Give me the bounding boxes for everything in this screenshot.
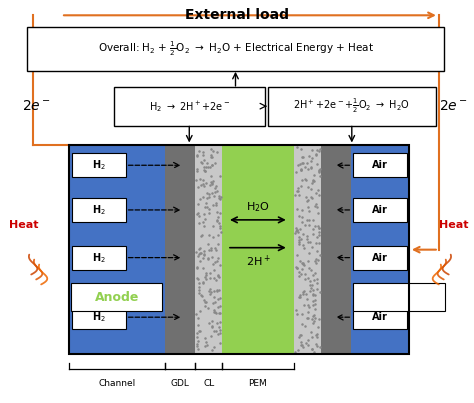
Bar <box>69 145 409 354</box>
Text: Heat: Heat <box>9 220 38 230</box>
FancyBboxPatch shape <box>72 305 126 329</box>
Text: H$_2$O: H$_2$O <box>246 200 270 214</box>
FancyBboxPatch shape <box>72 246 126 270</box>
Bar <box>165 145 195 354</box>
Text: PEM: PEM <box>248 379 267 388</box>
Text: H$_2$: H$_2$ <box>92 203 106 217</box>
Text: Air: Air <box>372 160 388 170</box>
Text: Air: Air <box>372 253 388 263</box>
Text: H$_2$: H$_2$ <box>92 251 106 264</box>
Text: Anode: Anode <box>94 291 139 304</box>
Text: $2e^-$: $2e^-$ <box>22 99 51 113</box>
FancyBboxPatch shape <box>72 198 126 222</box>
Text: $2e^-$: $2e^-$ <box>439 99 468 113</box>
Bar <box>195 145 222 354</box>
FancyBboxPatch shape <box>353 305 407 329</box>
Bar <box>321 145 351 354</box>
Text: Air: Air <box>372 205 388 215</box>
Text: H$_2$: H$_2$ <box>92 310 106 324</box>
FancyBboxPatch shape <box>114 87 265 125</box>
Text: Cathode: Cathode <box>370 291 428 304</box>
Text: H$_2$: H$_2$ <box>92 158 106 172</box>
FancyBboxPatch shape <box>27 27 444 71</box>
Text: Overall: H$_2$ + $\frac{1}{2}$O$_2$ $\rightarrow$ H$_2$O + Electrical Energy + H: Overall: H$_2$ + $\frac{1}{2}$O$_2$ $\ri… <box>98 40 374 58</box>
Text: Air: Air <box>372 312 388 322</box>
Text: Channel: Channel <box>99 379 136 388</box>
Text: H$_2$ $\rightarrow$ 2H$^+$+2e$^-$: H$_2$ $\rightarrow$ 2H$^+$+2e$^-$ <box>148 99 230 114</box>
Bar <box>69 145 165 354</box>
Text: 2H$^+$: 2H$^+$ <box>246 254 270 269</box>
Text: Heat: Heat <box>439 220 468 230</box>
Bar <box>351 145 409 354</box>
Bar <box>294 145 321 354</box>
FancyBboxPatch shape <box>353 198 407 222</box>
Text: CL: CL <box>203 379 214 388</box>
FancyBboxPatch shape <box>353 153 407 177</box>
FancyBboxPatch shape <box>72 153 126 177</box>
FancyBboxPatch shape <box>353 246 407 270</box>
FancyBboxPatch shape <box>71 283 163 311</box>
Bar <box>222 145 294 354</box>
Text: External load: External load <box>185 8 289 22</box>
FancyBboxPatch shape <box>268 87 436 125</box>
FancyBboxPatch shape <box>353 283 445 311</box>
Text: 2H$^+$+2e$^-$+$\frac{1}{2}$O$_2$ $\rightarrow$ H$_2$O: 2H$^+$+2e$^-$+$\frac{1}{2}$O$_2$ $\right… <box>293 97 410 115</box>
Text: GDL: GDL <box>171 379 190 388</box>
